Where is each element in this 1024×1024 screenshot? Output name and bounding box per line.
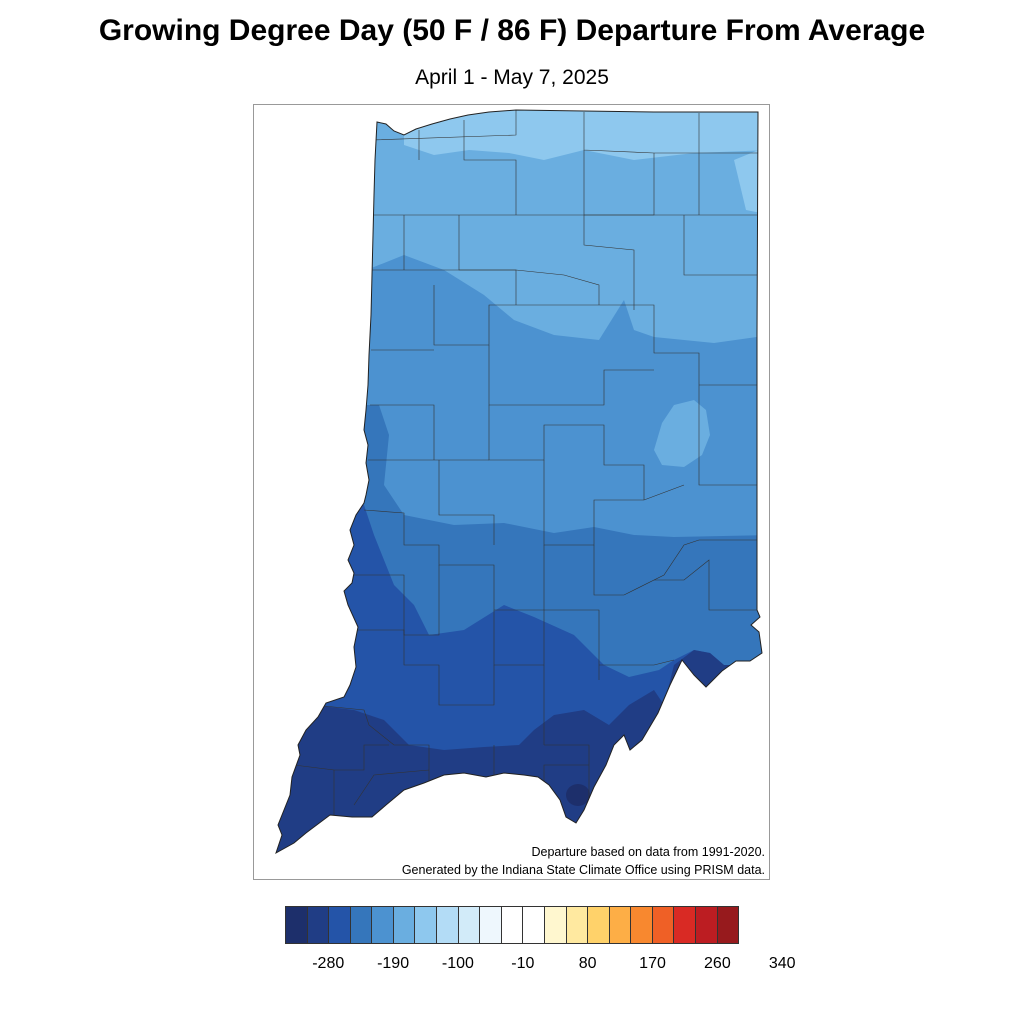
legend-swatch [652,907,675,943]
legend-tick-label: 80 [578,955,597,972]
legend-swatch [480,907,502,943]
county-lines [293,110,758,825]
legend-swatch [458,907,481,943]
band-minus-120-north [404,110,762,160]
band-minus-300 [566,784,590,806]
legend-tick-label: -100 [441,955,474,972]
map-panel: Departure based on data from 1991-2020. … [253,104,770,880]
legend-swatch [415,907,438,943]
legend-tick-label: 340 [768,955,796,972]
credit-source: Generated by the Indiana State Climate O… [401,863,765,877]
legend-swatch [631,907,653,943]
legend-swatch [393,907,416,943]
legend-tick-labels: -280 -190 -100 -10 80 170 260 340 [285,955,795,975]
legend-tick-label: -190 [377,955,410,972]
legend-tick-label: -10 [511,955,535,972]
map-subtitle: April 1 - May 7, 2025 [415,66,609,89]
legend-swatch [588,907,610,943]
legend-swatch [307,907,330,943]
map-title: Growing Degree Day (50 F / 86 F) Departu… [98,14,926,47]
legend-tick-label: -280 [312,955,345,972]
legend-swatch [523,907,545,943]
legend-swatch [695,907,718,943]
band-minus-150-island [654,400,710,467]
legend-swatch [674,907,696,943]
indiana-map [275,109,763,855]
legend-swatch [717,907,739,943]
legend-swatch [350,907,373,943]
legend-swatch [329,907,351,943]
legend-swatch [544,907,567,943]
legend-tick-label: 170 [639,955,666,972]
legend-swatch [501,907,524,943]
legend-swatch [286,907,308,943]
legend-swatch [437,907,459,943]
legend-tick-label: 260 [704,955,731,972]
state-outline [275,109,763,855]
credit-baseline: Departure based on data from 1991-2020. [531,845,766,859]
legend-swatch [566,907,589,943]
color-legend [285,906,739,944]
legend-swatch [609,907,632,943]
legend-swatch [372,907,394,943]
departure-fill [276,110,762,853]
